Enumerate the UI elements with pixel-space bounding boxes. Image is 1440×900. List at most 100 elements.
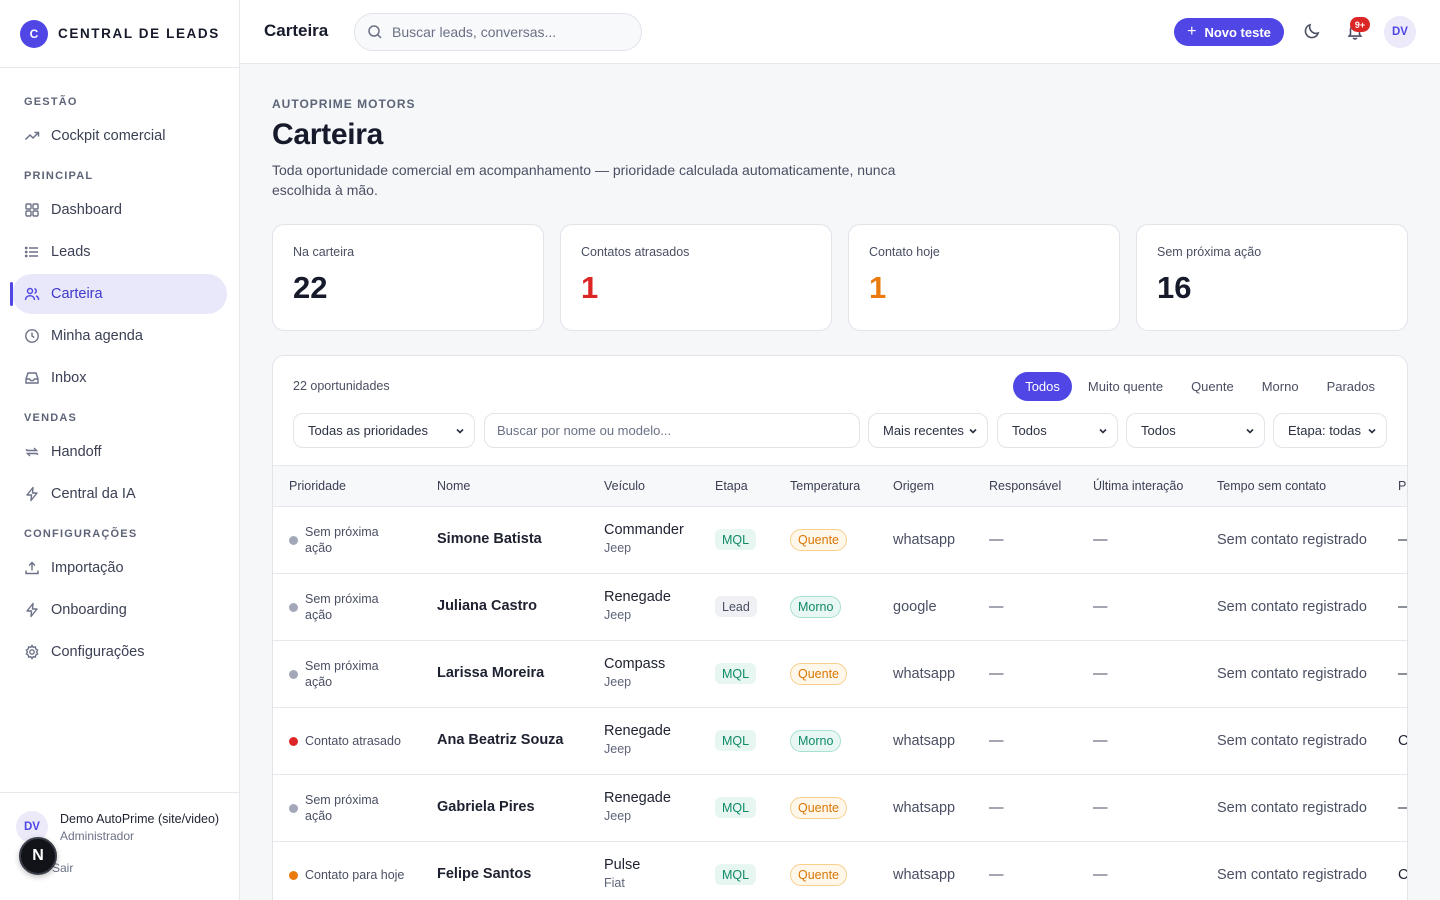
lead-name[interactable]: Juliana Castro — [437, 598, 537, 614]
tab-quente[interactable]: Quente — [1191, 379, 1234, 394]
last-interaction-cell: — — [1093, 599, 1108, 615]
sidebar-item-importacao[interactable]: Importação — [12, 548, 227, 588]
stats-row: Na carteira 22 Contatos atrasados 1 Cont… — [272, 224, 1408, 331]
filter-select-b[interactable]: Todos — [1126, 413, 1265, 448]
sidebar-item-central-ia[interactable]: Central da IA — [12, 474, 227, 514]
table-row[interactable]: Contato para hoje Felipe Santos Pulse Fia… — [273, 842, 1407, 900]
tab-todos[interactable]: Todos — [1013, 372, 1072, 401]
vehicle-model: Renegade — [604, 790, 671, 806]
upload-icon — [24, 560, 40, 576]
owner-cell: — — [989, 599, 1004, 615]
lead-name[interactable]: Felipe Santos — [437, 866, 532, 882]
lead-name[interactable]: Gabriela Pires — [437, 799, 535, 815]
stat-card-today: Contato hoje 1 — [848, 224, 1120, 331]
sidebar-item-carteira[interactable]: Carteira — [10, 274, 227, 314]
vehicle-model: Pulse — [604, 857, 641, 873]
table-row[interactable]: Contato atrasado Ana Beatriz Souza Reneg… — [273, 708, 1407, 775]
search-input[interactable] — [392, 24, 622, 40]
vehicle-brand: Jeep — [604, 675, 632, 689]
new-test-button[interactable]: + Novo teste — [1174, 18, 1284, 46]
column-header[interactable]: Prioridade — [289, 479, 346, 493]
floating-n-button[interactable]: N — [19, 837, 57, 875]
avatar[interactable]: DV — [1384, 16, 1416, 48]
sidebar-item-cockpit[interactable]: Cockpit comercial — [12, 116, 227, 156]
column-header[interactable]: Responsável — [989, 479, 1062, 493]
stage-select[interactable]: Etapa: todas — [1273, 413, 1387, 448]
vehicle-cell: Pulse Fiat — [604, 857, 640, 890]
chevron-down-icon — [1366, 425, 1378, 437]
company-name: AUTOPRIME MOTORS — [272, 97, 416, 111]
brand[interactable]: C CENTRAL DE LEADS — [0, 0, 239, 68]
next-cell: — — [1398, 800, 1407, 816]
last-interaction-cell: — — [1093, 867, 1108, 883]
stage-select-value: Etapa: todas — [1288, 423, 1361, 438]
column-header[interactable]: Etapa — [715, 479, 748, 493]
moon-icon[interactable] — [1303, 22, 1323, 42]
origin-cell: whatsapp — [893, 867, 956, 883]
column-header[interactable]: Tempo sem contato — [1217, 479, 1327, 493]
lead-name[interactable]: Simone Batista — [437, 531, 542, 547]
origin-cell: whatsapp — [893, 666, 956, 682]
column-header[interactable]: P — [1398, 479, 1407, 493]
vehicle-brand: Jeep — [604, 541, 632, 555]
priority-dot — [289, 535, 298, 545]
stat-label: Contato hoje — [869, 245, 940, 259]
vehicle-cell: Commander Jeep — [604, 522, 684, 555]
table-row[interactable]: Sem próxima ação Juliana Castro Renegade… — [273, 574, 1407, 641]
sidebar-item-label: Central da IA — [51, 486, 136, 502]
sidebar-item-leads[interactable]: Leads — [12, 232, 227, 272]
gear-icon — [24, 644, 40, 660]
stage-badge: MQL — [715, 797, 757, 818]
vehicle-model: Renegade — [604, 589, 671, 605]
chevron-down-icon — [1097, 425, 1109, 437]
sidebar-item-label: Importação — [51, 560, 124, 576]
vehicle-cell: Compass Jeep — [604, 656, 665, 689]
sidebar-item-label: Dashboard — [51, 202, 122, 218]
lead-name[interactable]: Larissa Moreira — [437, 665, 545, 681]
priority-select[interactable]: Todas as prioridades — [293, 413, 475, 448]
table-search[interactable] — [484, 413, 860, 448]
stat-label: Na carteira — [293, 245, 355, 259]
tab-morno[interactable]: Morno — [1261, 379, 1299, 394]
column-header[interactable]: Origem — [893, 479, 934, 493]
temperature-badge: Morno — [790, 730, 842, 752]
tab-muito-quente[interactable]: Muito quente — [1087, 379, 1164, 394]
next-cell: — — [1398, 666, 1407, 682]
filter-select-b-value: Todos — [1141, 423, 1176, 438]
sidebar-footer: DV Demo AutoPrime (site/video) Administr… — [0, 792, 240, 900]
owner-cell: — — [989, 532, 1004, 548]
new-test-label: Novo teste — [1204, 24, 1271, 40]
tab-parados[interactable]: Parados — [1326, 379, 1375, 394]
logout-link[interactable]: Sair — [52, 861, 74, 875]
temperature-badge: Quente — [790, 663, 848, 685]
sidebar-item-label: Carteira — [51, 286, 103, 302]
sidebar-item-configuracoes[interactable]: Configurações — [12, 632, 227, 672]
nav-section-title: GESTÃO — [24, 96, 78, 108]
table-row[interactable]: Sem próxima ação Larissa Moreira Compass… — [273, 641, 1407, 708]
global-search[interactable] — [354, 13, 642, 51]
filter-select-a[interactable]: Todos — [997, 413, 1118, 448]
table-search-input[interactable] — [497, 423, 837, 438]
owner-cell: — — [989, 666, 1004, 682]
column-header[interactable]: Última interação — [1093, 479, 1184, 493]
sidebar-item-label: Leads — [51, 244, 91, 260]
vehicle-cell: Renegade Jeep — [604, 790, 671, 823]
sidebar-item-handoff[interactable]: Handoff — [12, 432, 227, 472]
trend-up-icon — [24, 128, 40, 144]
sidebar-item-onboarding[interactable]: Onboarding — [12, 590, 227, 630]
priority-cell: Sem próxima ação — [289, 641, 395, 707]
table-row[interactable]: Sem próxima ação Gabriela Pires Renegade… — [273, 775, 1407, 842]
priority-text: Sem próxima ação — [305, 793, 379, 823]
sidebar-item-agenda[interactable]: Minha agenda — [12, 316, 227, 356]
priority-dot — [289, 602, 298, 612]
column-header[interactable]: Temperatura — [790, 479, 861, 493]
column-header[interactable]: Veículo — [604, 479, 646, 493]
nav-section-title: PRINCIPAL — [24, 170, 94, 182]
sidebar-item-inbox[interactable]: Inbox — [12, 358, 227, 398]
table-header: Prioridade Nome Veículo Etapa Temperatur… — [273, 465, 1407, 507]
sidebar-item-dashboard[interactable]: Dashboard — [12, 190, 227, 230]
table-row[interactable]: Sem próxima ação Simone Batista Commande… — [273, 507, 1407, 574]
lead-name[interactable]: Ana Beatriz Souza — [437, 732, 564, 748]
column-header[interactable]: Nome — [437, 479, 471, 493]
sort-select[interactable]: Mais recentes — [868, 413, 988, 448]
